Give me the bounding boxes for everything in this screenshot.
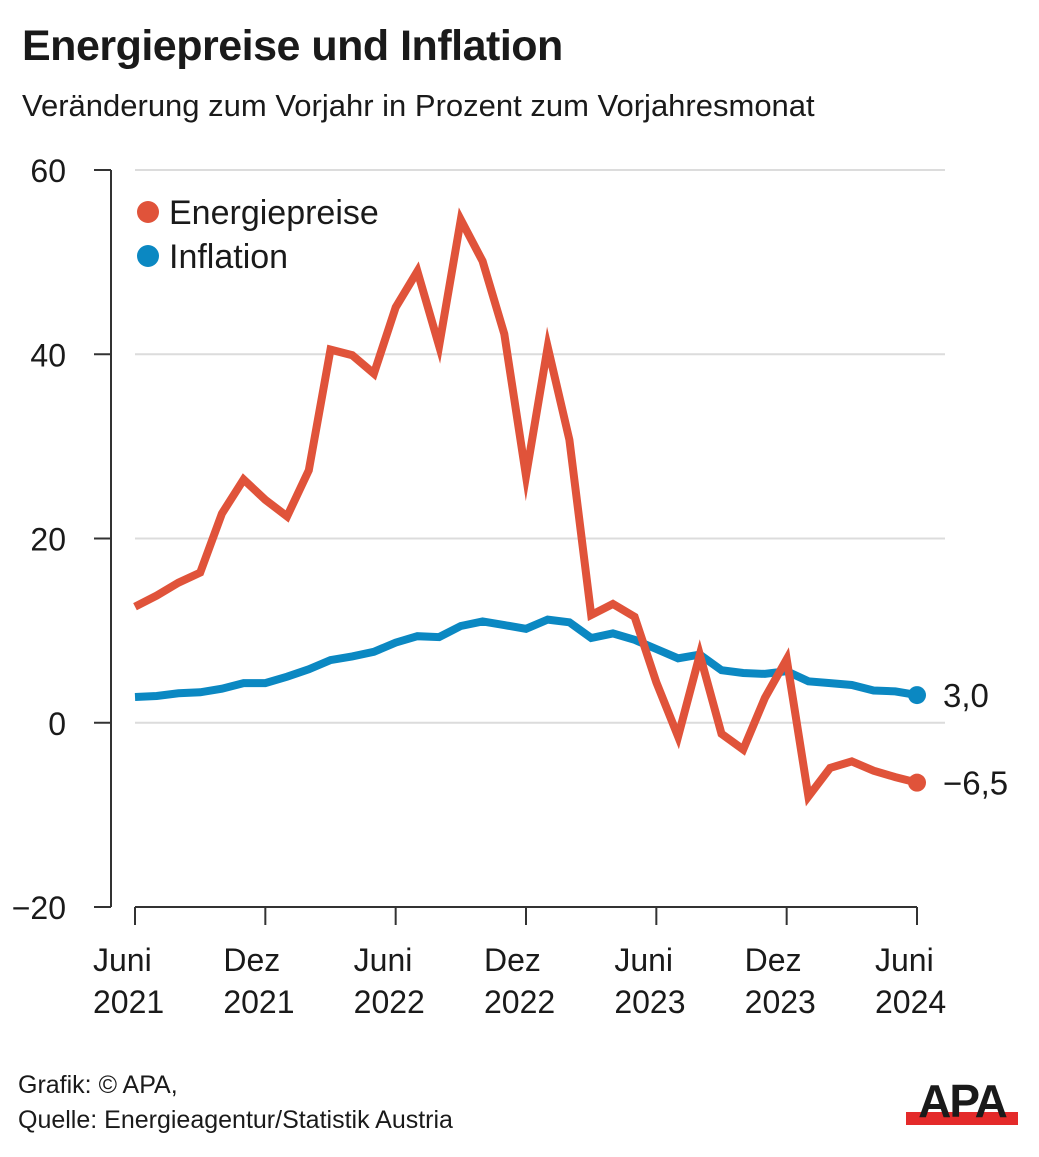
- y-tick-label: 40: [30, 337, 66, 373]
- line-chart: 60 40 20 0 −20 Juni 2021 Dez 2021 Juni 2022 Dez 2022…: [12, 153, 1008, 1020]
- y-tick-label: 60: [30, 153, 66, 189]
- gridlines: [135, 169, 945, 724]
- legend-marker-energiepreise: [137, 201, 159, 223]
- series-line-inflation: [134, 615, 918, 701]
- end-label-inflation: 3,0: [943, 677, 989, 714]
- series-lines: 3,0 −6,5: [133, 207, 1008, 807]
- logo-text: APA: [918, 1079, 1006, 1126]
- chart-subtitle: Veränderung zum Vorjahr in Prozent zum V…: [22, 88, 815, 123]
- x-tick-label-year: 2021: [223, 984, 294, 1020]
- x-tick-label-month: Dez: [223, 942, 280, 978]
- y-tick-label: −20: [12, 890, 66, 926]
- legend-marker-inflation: [137, 245, 159, 267]
- x-tick-label-year: 2023: [745, 984, 816, 1020]
- logo-red-bar: [906, 1112, 1018, 1125]
- end-marker-energiepreise: [908, 773, 926, 792]
- legend-label-inflation: Inflation: [169, 238, 288, 276]
- footer: Grafik: © APA, Quelle: Energieagentur/St…: [18, 1068, 453, 1138]
- end-label-energiepreise: −6,5: [943, 765, 1008, 802]
- apa-logo: APA: [906, 1079, 1018, 1126]
- y-tick-label: 0: [48, 706, 66, 742]
- x-tick-label-month: Juni: [875, 942, 934, 978]
- legend-label-energiepreise: Energiepreise: [169, 194, 379, 232]
- x-tick-label-year: 2021: [93, 984, 164, 1020]
- end-marker-inflation: [908, 686, 926, 705]
- x-tick-label-year: 2022: [354, 984, 425, 1020]
- footer-credit: Grafik: © APA,: [18, 1071, 178, 1099]
- x-tick-label-month: Dez: [484, 942, 541, 978]
- x-tick-label-month: Juni: [354, 942, 413, 978]
- footer-source: Quelle: Energieagentur/Statistik Austria: [18, 1106, 453, 1134]
- x-tick-label-year: 2024: [875, 984, 946, 1020]
- x-tick-label-year: 2022: [484, 984, 555, 1020]
- legend: Energiepreise Inflation: [137, 194, 379, 276]
- x-tick-label-month: Juni: [93, 942, 152, 978]
- y-tick-label: 20: [30, 522, 66, 558]
- series-line-energiepreise: [133, 207, 918, 807]
- axes: 60 40 20 0 −20 Juni 2021 Dez 2021 Juni 2022 Dez 2022…: [12, 153, 946, 1020]
- x-tick-label-month: Dez: [745, 942, 802, 978]
- x-tick-label-year: 2023: [614, 984, 685, 1020]
- x-tick-label-month: Juni: [614, 942, 673, 978]
- chart-title: Energiepreise und Inflation: [22, 22, 563, 70]
